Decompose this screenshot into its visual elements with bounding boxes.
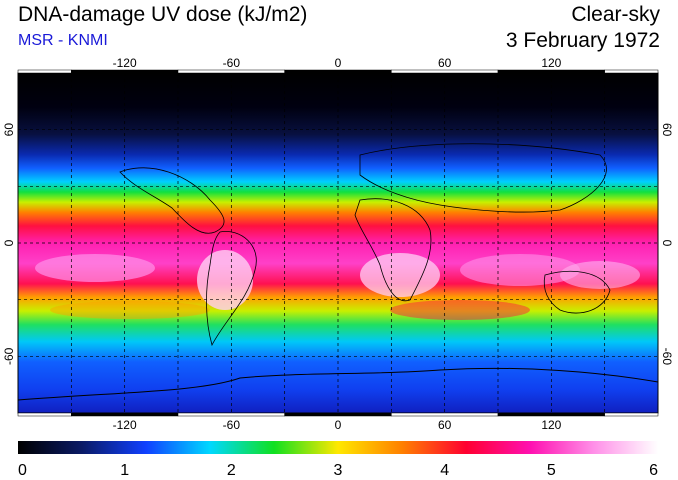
frame-tick-segment xyxy=(604,69,659,74)
frame-tick-segment xyxy=(17,69,72,74)
frame-tick-segment xyxy=(177,412,285,417)
latitude-labels-right: 60 0 -60 xyxy=(660,123,674,365)
colorbar-labels: 0 1 2 3 4 5 6 xyxy=(18,462,658,479)
graticule xyxy=(18,73,658,413)
longitude-labels-bottom: -120 -60 0 60 120 xyxy=(113,418,562,432)
eurasia-coastline xyxy=(359,143,607,213)
frame-tick-segment xyxy=(604,412,659,417)
antarctica-coastline xyxy=(18,367,658,401)
latitude-labels-left: 60 0 -60 xyxy=(2,123,16,365)
lon-tick-label: 0 xyxy=(335,56,342,70)
north-america-coastline xyxy=(119,167,225,234)
lat-tick-label: -60 xyxy=(2,347,16,365)
source-label: MSR - KNMI xyxy=(18,32,108,49)
lat-tick-label: 0 xyxy=(660,240,674,247)
colorbar-tick-label: 1 xyxy=(120,462,129,479)
frame-tick-segment xyxy=(17,412,72,417)
colorbar-tick-label: 6 xyxy=(649,462,658,479)
lon-tick-label: 60 xyxy=(438,56,452,70)
frame-tick-segment xyxy=(497,412,605,417)
colorbar-tick-label: 3 xyxy=(334,462,343,479)
frame-tick-segment xyxy=(391,69,499,74)
colorbar-tick-label: 0 xyxy=(18,462,27,479)
lon-tick-label: -120 xyxy=(113,56,137,70)
lon-tick-label: 120 xyxy=(541,56,561,70)
chart-title: DNA-damage UV dose (kJ/m2) xyxy=(18,3,308,26)
frame-tick-segment xyxy=(71,69,179,74)
lon-tick-label: -120 xyxy=(113,418,137,432)
frame-tick-segment xyxy=(71,412,179,417)
frame-tick-segment xyxy=(391,412,499,417)
frame-tick-segment xyxy=(497,69,605,74)
lon-tick-label: 60 xyxy=(438,418,452,432)
colorbar xyxy=(18,441,658,454)
lat-tick-label: 60 xyxy=(660,123,674,137)
lon-tick-label: 120 xyxy=(541,418,561,432)
lat-tick-label: 60 xyxy=(2,123,16,137)
frame-tick-segment xyxy=(177,69,285,74)
colorbar-tick-label: 4 xyxy=(440,462,449,479)
lat-tick-label: -60 xyxy=(660,348,674,366)
frame-tick-segment xyxy=(284,69,392,74)
frame-ticks xyxy=(17,69,659,417)
lat-tick-label: 0 xyxy=(2,239,16,246)
australia-coastline xyxy=(543,270,611,314)
lon-tick-label: 0 xyxy=(335,418,342,432)
lon-tick-label: -60 xyxy=(223,56,241,70)
lon-tick-label: -60 xyxy=(223,418,241,432)
colorbar-tick-label: 2 xyxy=(227,462,236,479)
colorbar-tick-label: 5 xyxy=(547,462,556,479)
sky-condition-label: Clear-sky xyxy=(571,3,660,26)
frame-tick-segment xyxy=(284,412,392,417)
date-label: 3 February 1972 xyxy=(505,29,660,52)
longitude-labels-top: -120 -60 0 60 120 xyxy=(113,56,562,70)
